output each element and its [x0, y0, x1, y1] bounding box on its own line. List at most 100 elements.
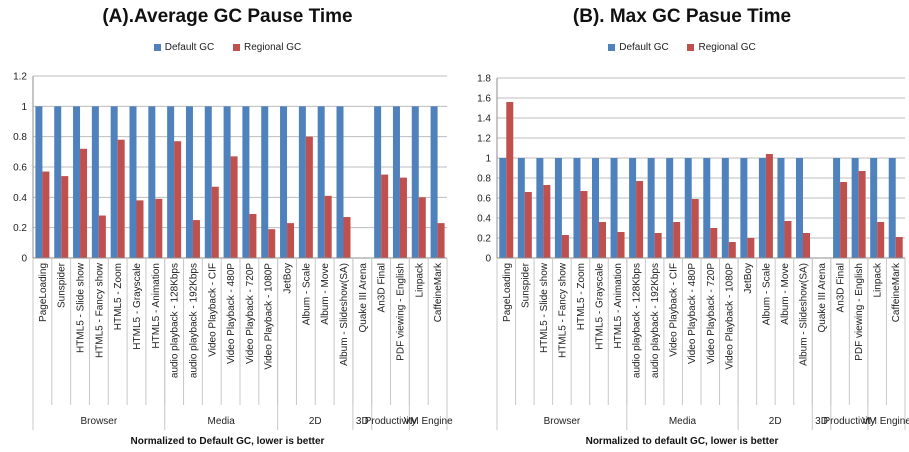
bar-regional-gc	[268, 229, 276, 258]
x-tick-label: Video Playback - CIF	[207, 263, 218, 357]
bar-default-gc	[758, 158, 766, 258]
bar-default-gc	[610, 158, 618, 258]
group-label: Browser	[81, 416, 118, 427]
x-tick-label: Video Playback - 480P	[687, 263, 698, 364]
bar-regional-gc	[42, 171, 50, 258]
x-tick-label: Video Playback - 720P	[245, 263, 256, 364]
group-label: Media	[208, 416, 236, 427]
bar-default-gc	[261, 106, 269, 258]
bar-regional-gc	[617, 232, 625, 258]
bar-default-gc	[73, 106, 81, 258]
x-tick-label: HTML5 - Animation	[151, 263, 162, 349]
x-tick-label: Album - Scale	[761, 263, 772, 326]
legend: Default GC Regional GC	[455, 42, 909, 53]
legend-label: Default GC	[619, 42, 669, 53]
bar-regional-gc	[80, 148, 88, 258]
x-tick-label: JetBoy	[743, 263, 754, 294]
bar-default-gc	[684, 158, 692, 258]
bar-regional-gc	[840, 182, 848, 258]
group-label: VM Engine	[404, 416, 453, 427]
x-tick-label: HTML5 - Zoom	[576, 263, 587, 330]
bar-regional-gc	[418, 197, 426, 258]
x-tick-label: An3D Final	[836, 263, 847, 312]
legend-item-default: Default GC	[153, 42, 214, 53]
bar-default-gc	[35, 106, 43, 258]
legend-swatch-default	[153, 43, 161, 51]
bar-regional-gc	[784, 221, 792, 258]
y-tick-label: 0.8	[13, 132, 27, 143]
bar-regional-gc	[524, 192, 532, 258]
bar-default-gc	[336, 106, 344, 258]
bar-default-gc	[298, 106, 306, 258]
y-tick-label: 1.6	[477, 94, 491, 105]
group-label: 2D	[309, 416, 322, 427]
x-tick-label: HTML5 - Zoom	[113, 263, 124, 330]
bar-default-gc	[167, 106, 175, 258]
bar-regional-gc	[803, 233, 810, 258]
legend-swatch-default	[608, 43, 616, 51]
bar-regional-gc	[381, 174, 389, 258]
y-tick-label: 0.4	[477, 214, 491, 225]
y-tick-label: 0.6	[477, 194, 491, 205]
x-tick-label: HTML5 - Grayscale	[595, 263, 606, 350]
y-tick-label: 1.2	[13, 72, 27, 83]
x-tick-label: HTML5 - Grayscale	[132, 263, 143, 350]
x-tick-label: JetBoy	[283, 263, 294, 294]
bar-default-gc	[721, 158, 729, 258]
bar-regional-gc	[599, 222, 606, 258]
x-tick-label: An3D Final	[377, 263, 388, 312]
x-tick-label: Linpack	[414, 262, 425, 297]
bar-default-gc	[851, 158, 859, 258]
bar-default-gc	[796, 158, 803, 258]
chart-plot-average: 0 0.2 0.4 0.6 0.8 1 1.2 PageLoading Sunspider HTM…	[13, 72, 453, 430]
legend-item-regional: Regional GC	[687, 42, 756, 53]
x-tick-label: audio playback - 128Kbps	[632, 263, 643, 378]
bar-regional-gc	[858, 171, 866, 258]
bar-regional-gc	[437, 223, 445, 258]
bar-regional-gc	[287, 223, 295, 258]
bar-default-gc	[647, 158, 655, 258]
bar-regional-gc	[543, 185, 551, 258]
x-tick-label: audio playback - 192Kbps	[650, 263, 661, 378]
x-tick-label: HTML5 - Fancy show	[557, 262, 568, 358]
bar-regional-gc	[673, 222, 681, 258]
bar-default-gc	[411, 106, 419, 258]
y-tick-label: 0.2	[13, 223, 27, 234]
bar-default-gc	[888, 158, 896, 258]
bar-regional-gc	[710, 228, 718, 258]
bar-regional-gc	[399, 177, 407, 258]
y-tick-label: 0.4	[13, 193, 27, 204]
bar-regional-gc	[343, 217, 351, 258]
y-tick-label: 0.8	[477, 174, 491, 185]
bar-regional-gc	[305, 136, 313, 258]
bar-regional-gc	[561, 235, 569, 258]
y-tick-label: 0.6	[13, 163, 27, 174]
x-tick-label: Sunspider	[57, 262, 68, 308]
bar-regional-gc	[691, 199, 699, 258]
group-label: VM Engine	[862, 416, 909, 427]
chart-panel-max: (B). Max GC Pasue Time Default GC Region…	[455, 0, 909, 452]
x-tick-label: PDF viewing - English	[854, 263, 865, 361]
bar-regional-gc	[324, 195, 332, 258]
x-tick-label: PDF viewing - English	[395, 263, 406, 361]
bar-default-gc	[536, 158, 544, 258]
bar-regional-gc	[580, 191, 588, 258]
group-label: 3D	[356, 416, 369, 427]
bar-regional-gc	[174, 141, 182, 258]
group-label: Productivity	[365, 416, 417, 427]
legend-label: Regional GC	[243, 42, 302, 53]
bar-regional-gc	[728, 242, 736, 258]
x-tick-label: Video Playback - 1080P	[264, 263, 275, 370]
x-tick-label: audio playback - 192Kbps	[188, 263, 199, 378]
x-tick-label: Album - Move	[780, 263, 791, 325]
x-tick-label: Album - Slideshow(SA)	[799, 263, 810, 366]
bar-default-gc	[280, 106, 288, 258]
y-tick-label: 0	[21, 254, 27, 265]
chart-title: (A).Average GC Pause Time	[102, 6, 353, 27]
bar-default-gc	[833, 158, 841, 258]
legend-item-default: Default GC	[608, 42, 669, 53]
x-tick-label: Quake III Arena	[358, 263, 369, 333]
x-tick-label: Video Playback - 480P	[226, 263, 237, 364]
chart-plot-max: 0 0.2 0.4 0.6 0.8 1 1.2 1.4 1.6 1.8 PageLoading Sun…	[477, 74, 909, 430]
x-tick-label: Video Playback - 720P	[706, 263, 717, 364]
